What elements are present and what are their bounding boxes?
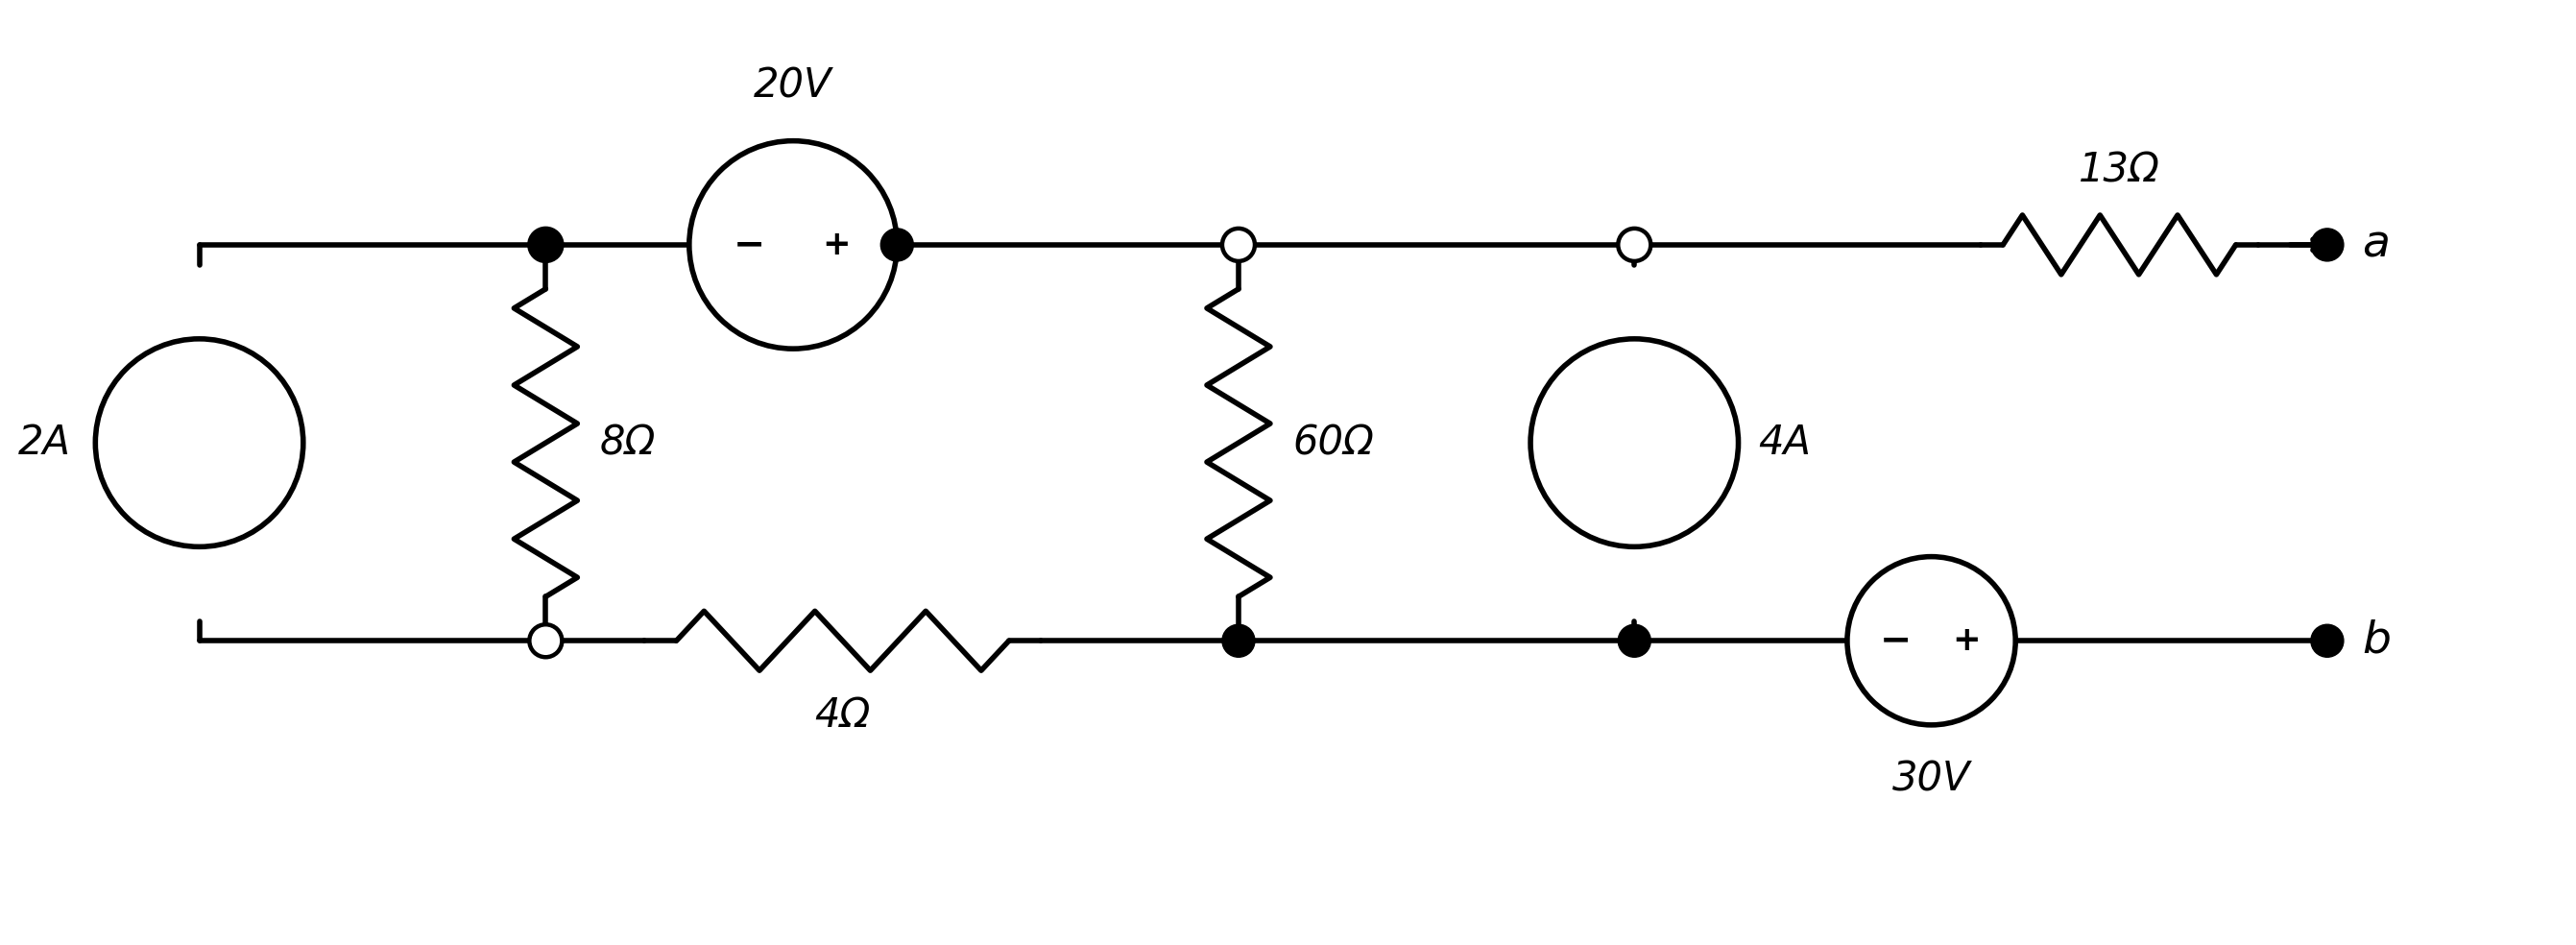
Circle shape: [2311, 229, 2344, 261]
Circle shape: [1618, 229, 1651, 261]
Text: 13Ω: 13Ω: [2079, 150, 2161, 190]
Text: 30V: 30V: [1893, 760, 1971, 799]
Text: a: a: [2362, 223, 2391, 266]
Text: 8Ω: 8Ω: [600, 422, 657, 463]
Circle shape: [1530, 339, 1739, 547]
Circle shape: [1221, 625, 1255, 657]
Text: 60Ω: 60Ω: [1293, 422, 1376, 463]
Circle shape: [528, 229, 562, 261]
Text: +: +: [1953, 625, 1981, 657]
Circle shape: [528, 625, 562, 657]
Text: 4A: 4A: [1759, 422, 1811, 463]
Text: −: −: [734, 226, 765, 264]
Circle shape: [690, 141, 896, 349]
Circle shape: [1618, 625, 1651, 657]
Circle shape: [1221, 229, 1255, 261]
Circle shape: [881, 229, 914, 261]
Text: 2A: 2A: [18, 422, 70, 463]
Text: 4Ω: 4Ω: [814, 696, 871, 735]
Circle shape: [1847, 557, 2014, 725]
Text: b: b: [2362, 619, 2391, 662]
Text: 20V: 20V: [755, 66, 832, 106]
Text: +: +: [822, 229, 850, 261]
Circle shape: [528, 229, 562, 261]
Circle shape: [2311, 625, 2344, 657]
Circle shape: [95, 339, 304, 547]
Text: −: −: [1880, 622, 1911, 660]
